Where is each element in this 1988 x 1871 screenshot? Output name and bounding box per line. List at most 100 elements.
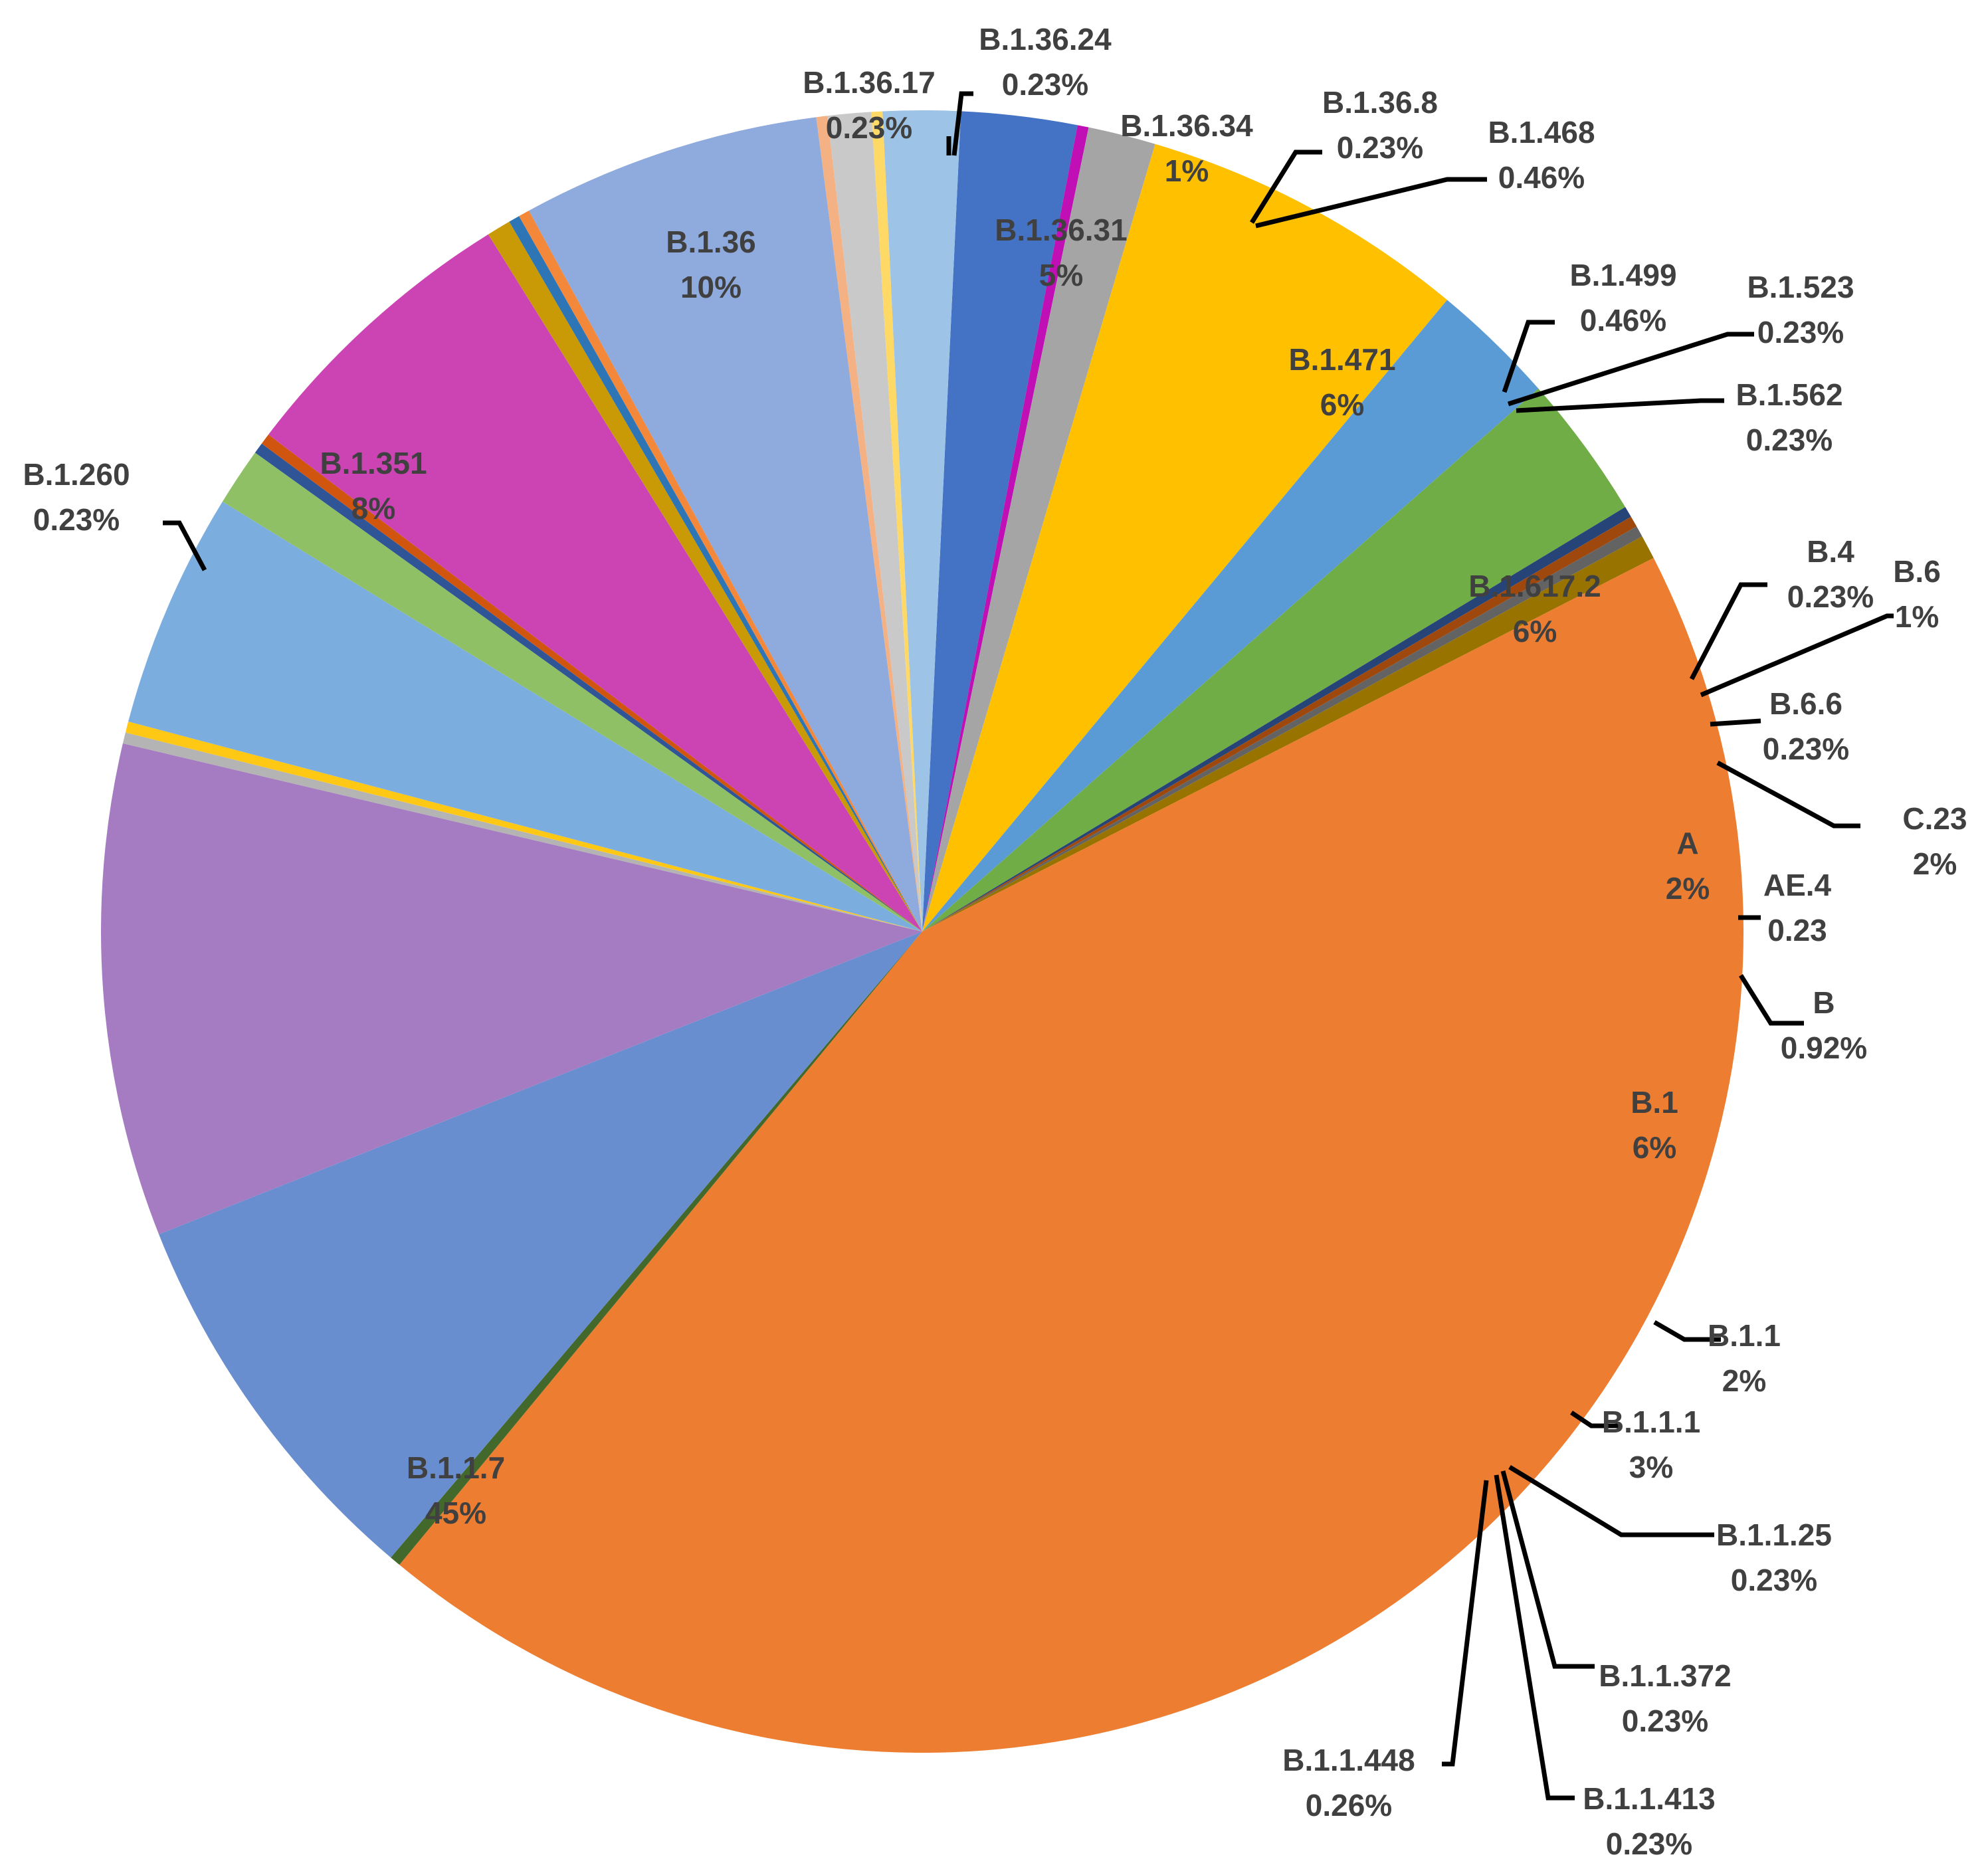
leader-line-b-1-36-8 <box>1250 149 1322 224</box>
slice-percent-b-4: 0.23% <box>1787 579 1874 614</box>
slice-percent-b-1-260: 0.23% <box>33 502 120 537</box>
slice-percent-b-1-468: 0.46% <box>1498 160 1585 195</box>
pie-slice-b-4 <box>816 116 922 932</box>
leader-line-b-1-1-372 <box>1500 1470 1595 1669</box>
slice-label-b-1-1-1: B.1.1.1 <box>1602 1405 1700 1439</box>
slice-percent-b-1-562: 0.23% <box>1746 423 1833 457</box>
slice-percent-b-6-6: 0.23% <box>1763 732 1849 766</box>
pie-slice-b-1-36-34 <box>222 452 922 932</box>
slice-percent-b-1-36: 10% <box>680 270 742 304</box>
slice-label-c-23: C.23 <box>1902 801 1967 836</box>
slice-label-b-1-36-8: B.1.36.8 <box>1322 85 1438 120</box>
leader-line-b-1-562 <box>1516 398 1724 413</box>
slice-label-b-1-1-372: B.1.1.372 <box>1599 1658 1731 1693</box>
leader-line-b-6 <box>1700 613 1894 698</box>
leader-line-b-1-1-448 <box>1442 1480 1489 1767</box>
slice-percent-b-1-36-17: 0.23% <box>826 110 912 145</box>
pie-slice-b-1-1-7 <box>399 557 1744 1753</box>
slice-label-b-1-523: B.1.523 <box>1747 270 1854 304</box>
slice-percent-b-1-36-8: 0.23% <box>1337 130 1423 165</box>
pie-slice-b-1-36-17 <box>122 732 923 932</box>
pie-slice-b-1-36-8 <box>254 443 922 932</box>
pie-slice-b-1-499 <box>488 221 922 932</box>
slice-percent-a: 2% <box>1666 871 1710 906</box>
slice-percent-b-1-523: 0.23% <box>1757 315 1844 349</box>
pie-slice-b-1-1-372 <box>922 516 1637 932</box>
pie-slice-b-1-617-2 <box>528 117 922 932</box>
slices-layer <box>100 110 1744 1753</box>
slice-percent-b-1-1-1: 3% <box>1629 1450 1673 1484</box>
pie-slice-b-1-562 <box>519 211 922 932</box>
pie-slice-b-1-523 <box>509 216 922 932</box>
slice-label-b-1-36: B.1.36 <box>666 225 756 259</box>
slice-label-b-6-6: B.6.6 <box>1769 686 1842 721</box>
slice-percent-b-1-1-413: 0.23% <box>1606 1826 1692 1861</box>
pie-slice-b-1-260 <box>391 932 922 1565</box>
slice-label-b-1-499: B.1.499 <box>1569 258 1676 292</box>
leader-line-b-1-1-25 <box>1508 1465 1714 1537</box>
slice-label-b-1-1-7: B.1.1.7 <box>407 1450 505 1485</box>
slice-percent-b-1-617-2: 6% <box>1513 614 1557 648</box>
leader-line-b-1-260 <box>163 520 207 571</box>
slice-label-ae-4: AE.4 <box>1763 868 1832 902</box>
slice-label-b-1-471: B.1.471 <box>1288 342 1395 377</box>
slice-label-a: A <box>1676 826 1698 860</box>
slice-label-b-1-617-2: B.1.617.2 <box>1468 569 1601 603</box>
pie-slice-b-1-36-24 <box>125 722 923 932</box>
leader-line-b-1-468 <box>1255 177 1487 229</box>
leader-line-b-1-499 <box>1502 320 1555 393</box>
slice-label-b-1-1-413: B.1.1.413 <box>1583 1781 1715 1816</box>
slice-label-b-1-1-25: B.1.1.25 <box>1716 1518 1832 1552</box>
pie-slice-b-1-1-25 <box>922 507 1631 932</box>
slice-label-b-1-36-34: B.1.36.34 <box>1120 108 1253 143</box>
pie-slice-b-1-471 <box>268 234 922 932</box>
slice-label-b-1-36-24: B.1.36.24 <box>979 22 1112 56</box>
slice-percent-b-1-1-7: 45% <box>425 1496 486 1530</box>
slice-label-b-1-1-448: B.1.1.448 <box>1282 1743 1415 1777</box>
slice-label-b-1-468: B.1.468 <box>1488 115 1595 149</box>
slice-label-b: B <box>1813 985 1835 1020</box>
slice-percent-b-1-36-24: 0.23% <box>1002 67 1088 102</box>
slice-label-b-4: B.4 <box>1807 534 1854 569</box>
slice-label-b-1-351: B.1.351 <box>320 446 427 480</box>
slice-label-b-6: B.6 <box>1893 554 1941 589</box>
leader-line-b-1-1 <box>1653 1320 1721 1342</box>
slice-label-b-1-260: B.1.260 <box>23 457 130 492</box>
slice-percent-b-1-1-372: 0.23% <box>1622 1704 1708 1738</box>
slice-label-b-1: B.1 <box>1631 1085 1678 1120</box>
slice-label-b-1-562: B.1.562 <box>1736 377 1842 412</box>
leader-line-b-1-36-24 <box>951 91 973 156</box>
leader-line-b-4 <box>1689 582 1767 680</box>
pie-slice-b-1-36 <box>100 743 923 1234</box>
pie-slice-b-1-351 <box>159 932 923 1558</box>
leader-line-b-1-1-1 <box>1570 1411 1621 1428</box>
pie-slice-b-1-1-413 <box>922 526 1642 932</box>
leader-line-b-1-1-413 <box>1494 1474 1575 1801</box>
pie-slice-b-1-1 <box>922 300 1539 932</box>
slice-percent-b-1: 6% <box>1633 1130 1676 1165</box>
leader-line-c-23 <box>1716 760 1860 829</box>
slice-percent-ae-4: 0.23 <box>1767 913 1827 947</box>
slice-percent-b-1-499: 0.46% <box>1580 303 1666 338</box>
slice-percent-b: 0.92% <box>1781 1031 1867 1065</box>
pie-slice-b <box>922 127 1155 932</box>
slice-percent-b-1-1-25: 0.23% <box>1731 1563 1817 1597</box>
leader-line-b <box>1739 974 1804 1026</box>
slice-percent-b-1-471: 6% <box>1320 387 1364 422</box>
slice-percent-b-1-36-34: 1% <box>1165 153 1209 188</box>
slice-label-b-1-36-17: B.1.36.17 <box>803 65 935 100</box>
slice-percent-b-1-1-448: 0.26% <box>1306 1788 1392 1822</box>
slice-percent-b-6: 1% <box>1895 599 1939 634</box>
pie-slice-a <box>922 111 1078 932</box>
leader-line-b-6-6 <box>1710 718 1761 727</box>
pie-slice-b-1-36-31 <box>128 501 922 932</box>
slice-percent-b-1-1: 2% <box>1722 1363 1766 1398</box>
pie-slice-b-1-1-1 <box>922 388 1626 932</box>
slice-label-b-1-1: B.1.1 <box>1708 1318 1781 1353</box>
leader-line-b-1-523 <box>1507 332 1754 407</box>
slice-percent-b-1-351: 8% <box>351 491 395 526</box>
pie-slice-ae-4 <box>922 125 1089 932</box>
pie-slice-c-23 <box>882 110 961 932</box>
